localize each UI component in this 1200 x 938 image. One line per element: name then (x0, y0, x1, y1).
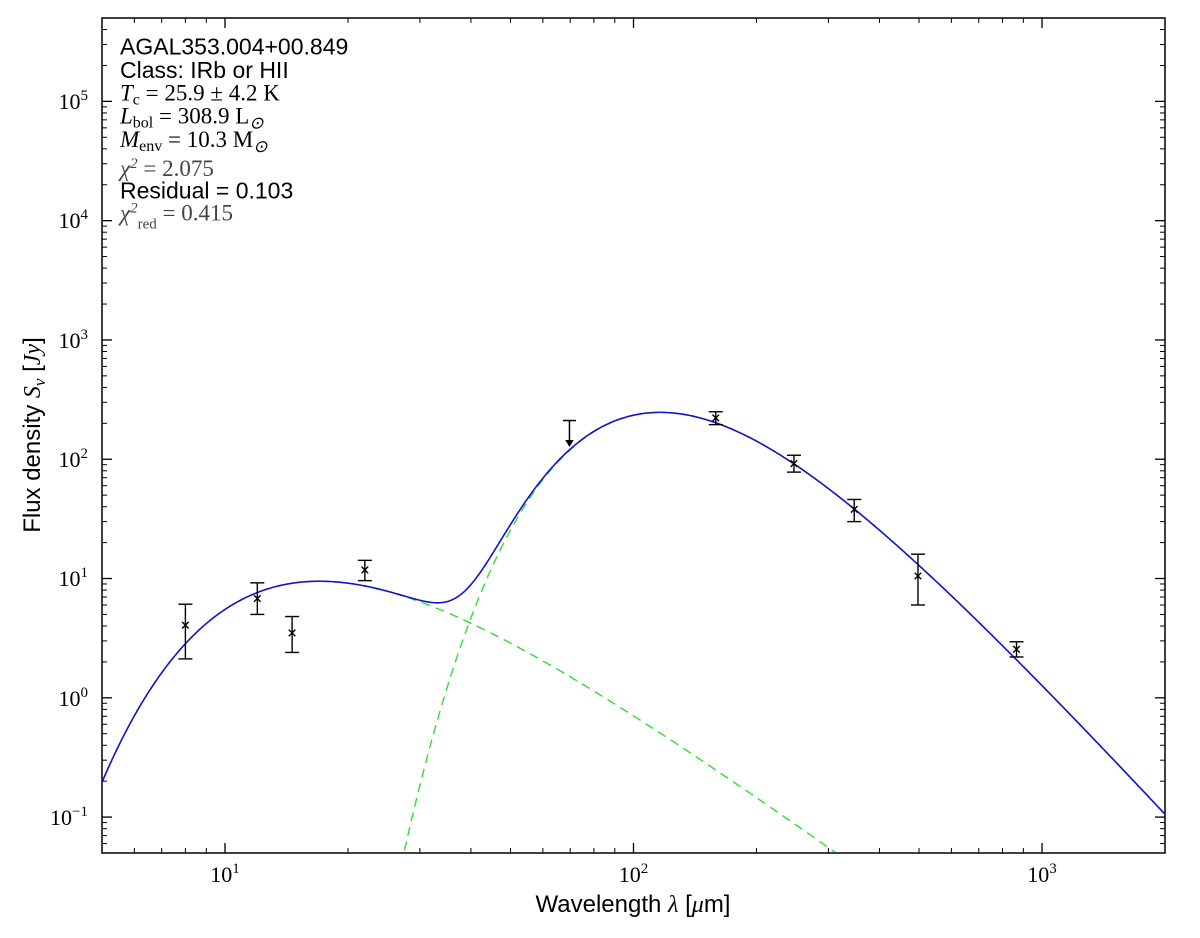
svg-text:Flux density Sν [Jy]: Flux density Sν [Jy] (19, 337, 49, 533)
svg-text:Class: IRb or HII: Class: IRb or HII (120, 57, 289, 83)
svg-text:Wavelength λ [μm]: Wavelength λ [μm] (536, 891, 731, 918)
svg-text:Residual = 0.103: Residual = 0.103 (120, 178, 293, 204)
svg-text:AGAL353.004+00.849: AGAL353.004+00.849 (120, 34, 348, 60)
